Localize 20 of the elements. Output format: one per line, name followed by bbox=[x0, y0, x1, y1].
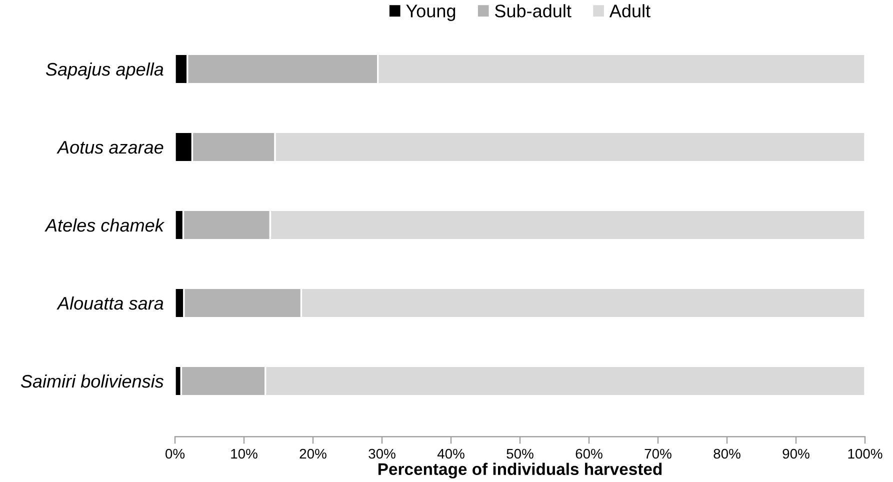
x-tick-label: 30% bbox=[368, 448, 396, 459]
legend-label: Young bbox=[406, 4, 456, 21]
x-tick-label: 0% bbox=[166, 448, 185, 459]
x-tick-label: 50% bbox=[506, 448, 534, 459]
y-tick-label: Aotus azarae bbox=[56, 141, 164, 154]
y-tick-label: Saimiri boliviensis bbox=[20, 374, 164, 388]
legend-label: Adult bbox=[609, 4, 650, 18]
x-axis-title: Percentage of individuals harvested bbox=[378, 462, 662, 478]
x-tick-label: 20% bbox=[300, 448, 326, 459]
x-tick-label: 70% bbox=[644, 448, 672, 459]
y-tick-label: Sapajus apella bbox=[46, 62, 164, 80]
x-tick-label: 10% bbox=[231, 448, 258, 459]
x-tick-label: 40% bbox=[437, 448, 464, 459]
y-tick-label: Alouatta sara bbox=[56, 296, 164, 310]
x-tick-label: 90% bbox=[782, 448, 810, 459]
x-tick-label: 80% bbox=[714, 448, 740, 459]
x-tick-label: 100% bbox=[848, 448, 882, 459]
legend-label: Sub-adult bbox=[495, 4, 572, 18]
x-tick-label: 60% bbox=[576, 448, 602, 459]
y-tick-label: Ateles chamek bbox=[44, 218, 165, 232]
